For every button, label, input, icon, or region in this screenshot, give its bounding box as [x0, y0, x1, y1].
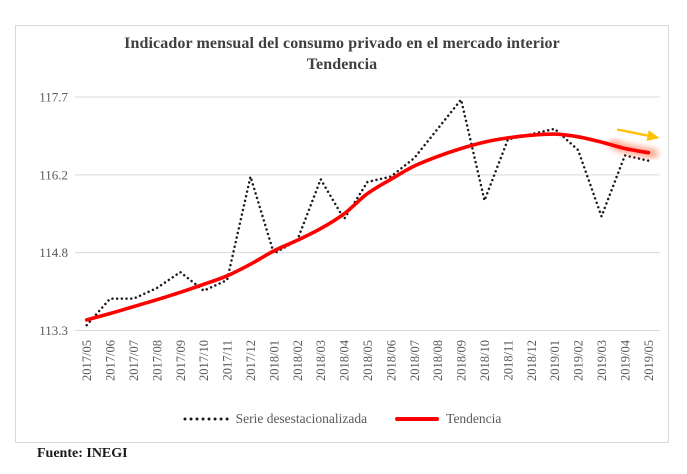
x-axis-tick-label: 2017/12: [244, 340, 258, 381]
source-note: Fuente: INEGI: [37, 446, 128, 461]
y-axis-tick-label: 113.3: [39, 323, 68, 338]
x-axis-tick-label: 2018/12: [525, 340, 539, 381]
x-axis-tick-label: 2019/01: [548, 340, 562, 381]
trend-arrow-shaft: [616, 128, 648, 137]
x-axis-tick-label: 2018/04: [338, 339, 352, 381]
y-axis-tick-label: 117.7: [39, 90, 68, 105]
legend-label-tendencia: Tendencia: [446, 411, 502, 426]
chart-title-line1: Indicador mensual del consumo privado en…: [124, 35, 560, 52]
dotted-line-marker: [183, 417, 229, 421]
x-axis-tick-label: 2018/02: [291, 340, 305, 381]
x-axis-tick-label: 2017/05: [80, 340, 94, 381]
x-axis-tick-label: 2018/03: [314, 340, 328, 381]
x-axis-tick-label: 2017/11: [221, 340, 235, 381]
x-axis-tick-label: 2018/06: [384, 340, 398, 381]
x-axis-tick-label: 2019/02: [572, 340, 586, 381]
plot-area: 117.7 116.2 114.8 113.3 2017/05 2017/06 2017/0…: [39, 90, 660, 381]
chart-title-line2: Tendencia: [306, 56, 378, 73]
legend-item-serie-desestacionalizada: Serie desestacionalizada: [183, 411, 368, 427]
x-axis-tick-label: 2017/07: [127, 340, 141, 381]
x-axis-tick-label: 2018/05: [361, 340, 375, 381]
x-axis-tick-label: 2018/11: [501, 340, 515, 381]
x-axis-tick-label: 2018/10: [478, 340, 492, 381]
x-axis-tick-label: 2017/08: [150, 340, 164, 381]
chart-title: Indicador mensual del consumo privado en…: [16, 33, 668, 75]
y-axis-tick-label: 114.8: [39, 245, 68, 260]
tendencia-line: [84, 132, 651, 322]
y-axis-tick-label: 116.2: [39, 167, 68, 182]
x-axis-tick-label: 2018/09: [455, 340, 469, 381]
x-axis-tick-label: 2018/07: [408, 340, 422, 381]
x-axis-tick-label: 2017/06: [104, 340, 118, 381]
x-axis-tick-label: 2017/09: [174, 340, 188, 381]
x-axis-tick-label: 2018/08: [431, 340, 445, 381]
legend-label-serie: Serie desestacionalizada: [235, 411, 368, 426]
legend-item-tendencia: Tendencia: [395, 411, 501, 427]
x-axis-tick-label: 2017/10: [197, 340, 211, 381]
x-axis-tick-label: 2019/04: [618, 339, 632, 381]
serie-desestacionalizada-line: [85, 98, 650, 327]
x-axis-tick-label: 2019/03: [595, 340, 609, 381]
x-axis-tick-label: 2018/01: [267, 340, 281, 381]
trend-arrow-head-icon: [646, 130, 660, 141]
solid-line-marker: [395, 417, 440, 421]
chart-legend: Serie desestacionalizada Tendencia: [16, 411, 668, 427]
chart-frame: Indicador mensual del consumo privado en…: [15, 25, 669, 443]
x-axis-tick-label: 2019/05: [642, 340, 656, 381]
